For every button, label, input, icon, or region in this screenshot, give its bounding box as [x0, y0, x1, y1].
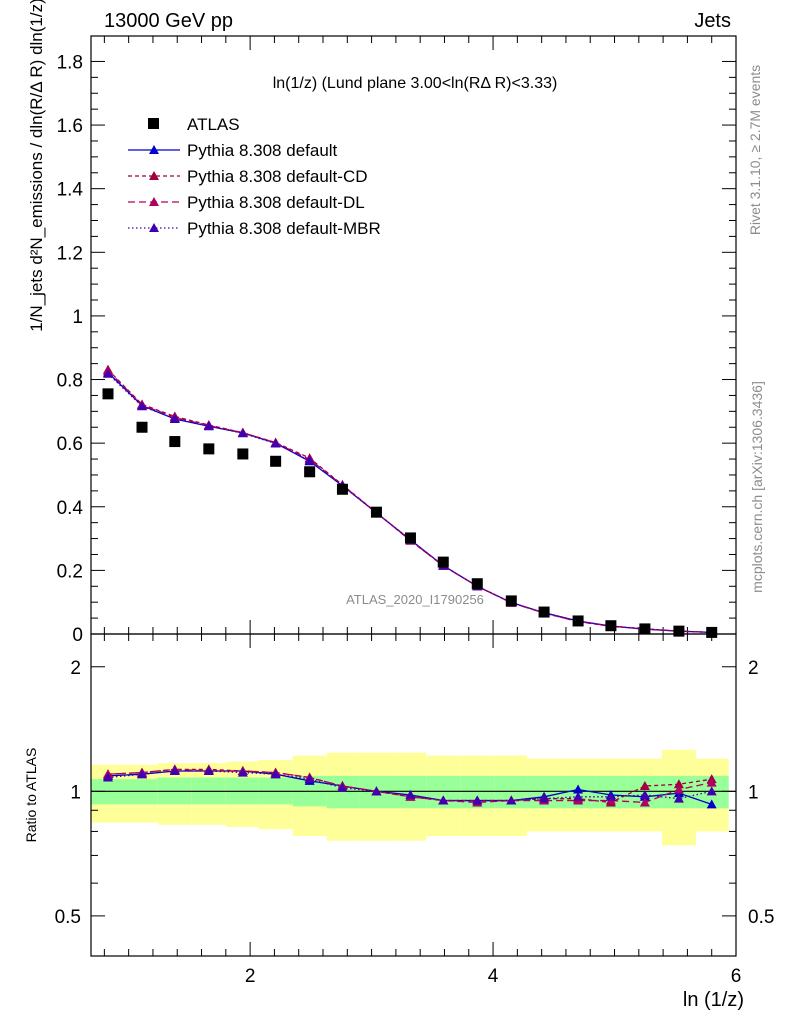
main-panel: 0 0.2 0.4 0.6 0.8 1 1.2 1.4 1.6 1.8 — [57, 35, 737, 646]
legend-entry: Pythia 8.308 default — [187, 141, 338, 160]
legend-marker — [149, 145, 159, 154]
legend-marker — [149, 223, 159, 232]
ratio-series-default-mbr-point — [137, 769, 148, 779]
ratio-frame — [90, 633, 737, 957]
ratio-series-default-dl-point — [639, 797, 650, 807]
atlas-data-point — [572, 615, 584, 627]
atlas-data-point — [706, 626, 718, 638]
ratio-series-default-mbr-point — [438, 795, 449, 805]
atlas-data-point — [270, 455, 282, 467]
ratio-y-tick-label-right: 1 — [748, 782, 759, 803]
main-y-tick-label: 0.6 — [57, 434, 83, 455]
legend-entry: ATLAS — [187, 115, 240, 134]
main-title: ln(1/z) (Lund plane 3.00<ln(RΔ R)<3.33) — [273, 75, 558, 92]
main-series-default-mbr-point — [103, 368, 114, 378]
legend: ATLAS Pythia 8.308 default Pythia 8.308 de… — [128, 115, 381, 238]
collision-label: 13000 GeV pp — [104, 10, 233, 32]
atlas-data-point — [237, 448, 249, 460]
main-y-tick-label: 1.8 — [57, 52, 83, 73]
main-y-tick-label: 0.8 — [57, 371, 83, 392]
atlas-data-point — [404, 532, 416, 544]
ratio-series-default-point — [706, 799, 717, 809]
ratio-series-default-cd-point — [673, 779, 684, 789]
ratio-series-default-mbr-point — [605, 791, 616, 801]
legend-entry: Pythia 8.308 default-DL — [187, 193, 365, 212]
ratio-series-default-mbr-point — [405, 789, 416, 799]
x-tick-label: 2 — [245, 966, 256, 987]
atlas-data-point — [673, 625, 685, 637]
atlas-data-point — [169, 436, 181, 448]
x-tick-label: 6 — [731, 966, 742, 987]
ratio-series-default-mbr-point — [237, 767, 248, 777]
ratio-y-tick-label: 0.5 — [55, 907, 81, 928]
atlas-data-point — [336, 483, 348, 495]
legend-marker — [149, 171, 159, 180]
ratio-series-default-mbr-point — [203, 765, 214, 775]
main-y-tick-label: 0.2 — [57, 561, 83, 582]
main-y-tick-label: 1.6 — [57, 116, 83, 137]
atlas-data-point — [304, 466, 316, 478]
atlas-data-point — [102, 388, 114, 400]
ratio-y-tick-label-right: 2 — [748, 658, 759, 679]
main-y-axis-label: 1/N_jets d²N_emissions / dln(R/Δ R) dln(… — [27, 0, 46, 332]
ratio-series-default-point — [573, 784, 584, 794]
main-series-default-mbr-point — [304, 455, 315, 465]
atlas-data-point — [203, 443, 215, 455]
main-y-tick-label: 1.2 — [57, 243, 83, 264]
main-series-default-mbr-point — [237, 428, 248, 438]
legend-entry: Pythia 8.308 default-MBR — [187, 219, 381, 238]
main-y-tick-label: 0 — [72, 625, 83, 646]
ratio-series-default-mbr-point — [539, 793, 550, 803]
ratio-series-default-mbr-point — [169, 765, 180, 775]
ratio-y-tick-label: 1 — [70, 782, 81, 803]
legend-marker-atlas — [148, 118, 159, 129]
atlas-data-point — [639, 623, 651, 635]
ratio-series-default-mbr-point — [337, 782, 348, 792]
main-series-default-mbr-point — [203, 420, 214, 430]
ratio-series-default-dl-point — [706, 777, 717, 787]
ratio-series-default-dl-point — [673, 784, 684, 794]
atlas-data-point — [471, 578, 483, 590]
uncertainty-band-inner — [326, 775, 360, 809]
ratio-series-default-mbr-point — [472, 795, 483, 805]
ratio-series-default-mbr-point — [573, 791, 584, 801]
x-axis-label: ln (1/z) — [683, 989, 744, 1011]
atlas-data-point — [437, 556, 449, 568]
ratio-series-default-mbr-point — [371, 786, 382, 796]
main-y-tick-label: 1.4 — [57, 180, 84, 201]
ratio-series-default-mbr-point — [304, 774, 315, 784]
main-y-tick-label: 0.4 — [57, 498, 84, 519]
ratio-y-tick-label-right: 0.5 — [748, 907, 774, 928]
main-series-default-mbr-point — [137, 401, 148, 411]
main-series-default-mbr-point — [270, 438, 281, 448]
ratio-series-default-cd-point — [639, 781, 650, 791]
watermark: ATLAS_2020_I1790256 — [346, 592, 484, 607]
atlas-data-point — [136, 421, 148, 433]
ratio-y-axis-label: Ratio to ATLAS — [23, 748, 39, 843]
atlas-data-point — [538, 606, 550, 618]
legend-marker — [149, 197, 159, 206]
atlas-data-point — [505, 595, 517, 607]
ratio-series-default-mbr-point — [673, 793, 684, 803]
main-y-tick-label: 1 — [72, 307, 83, 328]
ratio-series-default-mbr-point — [270, 769, 281, 779]
ratio-panel: 2 4 6 0.5 0.5 1 1 2 2 — [55, 633, 774, 987]
rivet-label: Rivet 3.1.10, ≥ 2.7M events — [747, 65, 763, 235]
ratio-series-default-mbr-point — [639, 789, 650, 799]
ratio-series-default-mbr-point — [506, 795, 517, 805]
ratio-y-tick-label: 2 — [70, 658, 81, 679]
atlas-data-point — [370, 506, 382, 518]
atlas-data-point — [605, 620, 617, 632]
process-label: Jets — [694, 10, 731, 32]
ratio-series-default-mbr-point — [103, 772, 114, 782]
legend-entry: Pythia 8.308 default-CD — [187, 167, 368, 186]
x-tick-label: 4 — [488, 966, 499, 987]
ratio-series-default-mbr-point — [706, 786, 717, 796]
mcplots-label: mcplots.cern.ch [arXiv:1306.3436] — [749, 381, 765, 593]
main-series-default-mbr-point — [169, 413, 180, 423]
